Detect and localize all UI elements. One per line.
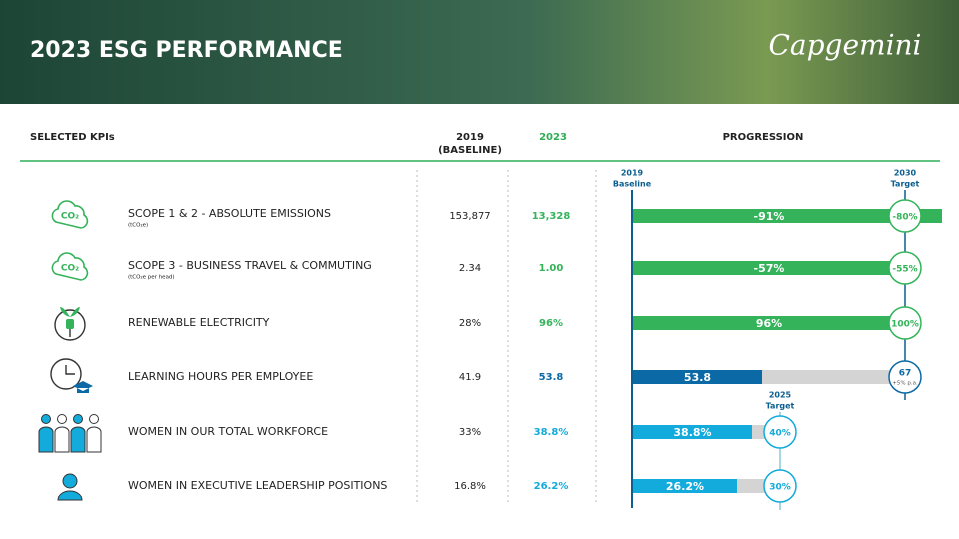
kpi-label: LEARNING HOURS PER EMPLOYEE: [128, 370, 313, 383]
target-label: 30%: [769, 483, 791, 493]
progress-label: 26.2%: [666, 480, 704, 493]
leaf: [60, 307, 80, 317]
target-note: +5% p.a.: [892, 381, 918, 387]
target-circle: [888, 199, 922, 233]
person-head: [41, 414, 51, 424]
separators: [416, 170, 597, 505]
target-label: 67: [899, 369, 912, 379]
target-label: -80%: [892, 213, 917, 223]
progress-bar: [633, 316, 905, 330]
column-header: 2019: [456, 132, 484, 143]
person-body: [70, 426, 86, 453]
kpi-label: WOMEN IN EXECUTIVE LEADERSHIP POSITIONS: [128, 479, 387, 492]
progress-label: 96%: [756, 317, 782, 330]
progress-bar: [633, 425, 752, 439]
kpi-label: SCOPE 3 - BUSINESS TRAVEL & COMMUTING: [128, 259, 372, 272]
target-label: -55%: [892, 265, 917, 275]
marker-label: Target: [891, 180, 920, 189]
markers: 2019 Baseline 2030 Target 2025 Target: [613, 169, 920, 411]
progress-bar: [633, 479, 737, 493]
grad-cap: [73, 381, 93, 393]
slide-title: 2023 ESG PERFORMANCE: [30, 38, 343, 63]
kpi-icon: [57, 473, 83, 501]
baseline-value: 2.34: [459, 263, 481, 274]
progress-bar: [633, 370, 762, 384]
person-head: [89, 414, 99, 424]
column-header: (BASELINE): [438, 145, 502, 156]
cloud-shape: [51, 200, 89, 229]
clock-hands: [65, 365, 75, 375]
logo: Capgemini: [768, 29, 921, 62]
baseline-value: 33%: [459, 427, 481, 438]
icon-text: CO₂: [61, 212, 79, 222]
column-header: 2023: [539, 132, 567, 143]
target-circle: [888, 251, 922, 285]
marker-label: 2019: [621, 169, 644, 178]
kpi-icon: [50, 358, 93, 393]
progress-label: 53.8: [684, 371, 711, 384]
column-header: SELECTED KPIs: [30, 132, 115, 143]
progress-track: [762, 370, 905, 384]
baseline-value: 41.9: [459, 372, 481, 383]
cloud-shape: [51, 252, 89, 281]
kpi-icon: [54, 307, 86, 341]
current-value: 1.00: [539, 263, 564, 274]
person-body: [38, 426, 54, 453]
column-header: PROGRESSION: [723, 132, 804, 143]
current-value: 53.8: [539, 372, 564, 383]
kpi-label: RENEWABLE ELECTRICITY: [128, 316, 270, 329]
kpi-icon: CO₂: [51, 252, 89, 281]
progress-label: 38.8%: [673, 426, 711, 439]
icon-text: CO₂: [61, 264, 79, 274]
marker-label: 2030: [894, 169, 917, 178]
target-circle: [888, 360, 922, 394]
progress-bar: [633, 209, 942, 223]
header-banner: [0, 0, 959, 104]
kpi-icon: CO₂: [51, 200, 89, 229]
person-body: [54, 426, 70, 453]
person-head: [57, 414, 67, 424]
baseline-value: 153,877: [449, 211, 490, 222]
progress-label: -57%: [754, 262, 785, 275]
current-value: 38.8%: [534, 427, 569, 438]
current-value: 13,328: [532, 211, 571, 222]
target-label: 40%: [769, 429, 791, 439]
kpi-unit: (tCO₂e per head): [128, 275, 175, 281]
person-body: [86, 426, 102, 453]
person-head: [73, 414, 83, 424]
plug-body: [66, 319, 74, 329]
target-circle: [763, 469, 797, 503]
kpi-label: SCOPE 1 & 2 - ABSOLUTE EMISSIONS: [128, 207, 331, 220]
progress-bar: [633, 261, 905, 275]
kpi-icon: [38, 414, 102, 453]
person-head: [62, 473, 78, 489]
baseline-value: 16.8%: [454, 481, 486, 492]
current-value: 96%: [539, 318, 563, 329]
baseline-value: 28%: [459, 318, 481, 329]
marker-label: Baseline: [613, 180, 652, 189]
target-circle: [888, 306, 922, 340]
kpi-unit: (tCO₂e): [128, 223, 148, 229]
kpi-label: WOMEN IN OUR TOTAL WORKFORCE: [128, 425, 328, 438]
current-value: 26.2%: [534, 481, 569, 492]
marker-label: 2025: [769, 391, 792, 400]
target-label: 100%: [891, 320, 919, 330]
progress-label: -91%: [754, 210, 785, 223]
marker-label: Target: [766, 402, 795, 411]
person-body: [57, 490, 83, 501]
target-circle: [763, 415, 797, 449]
